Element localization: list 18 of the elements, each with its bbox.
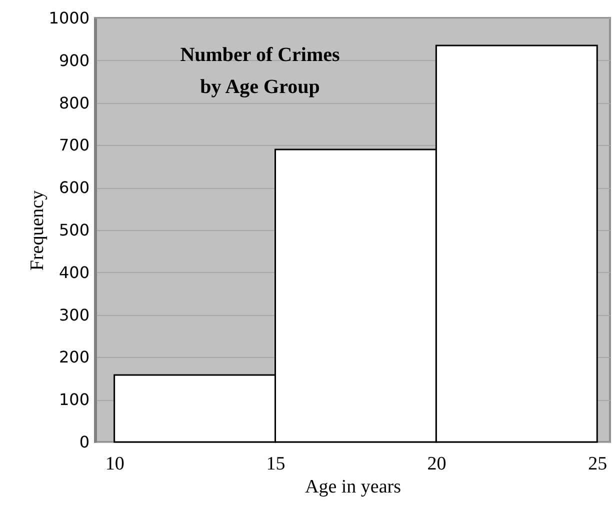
y-tick-label: 200	[58, 348, 90, 367]
y-tick-label: 300	[58, 305, 90, 324]
y-tick-label: 0	[79, 432, 90, 452]
y-tick-label: 900	[58, 50, 90, 70]
y-tick-label: 800	[58, 93, 90, 112]
y-tick-label: 500	[58, 220, 90, 240]
y-tick-label: 700	[58, 136, 90, 155]
x-tick-label: 15	[266, 454, 286, 474]
y-tick-label: 1000	[48, 8, 90, 28]
x-axis-title: Age in years	[304, 476, 402, 498]
y-axis-title: Frequency	[26, 190, 48, 271]
x-tick-label: 20	[427, 454, 446, 474]
text: Number of Crimes by Age Group	[180, 44, 340, 98]
y-tick-label: 600	[58, 178, 90, 198]
y-tick-label: 400	[58, 262, 90, 282]
x-tick-label: 10	[105, 454, 124, 474]
x-tick-label: 25	[588, 454, 608, 474]
y-tick-label: 100	[58, 390, 90, 410]
